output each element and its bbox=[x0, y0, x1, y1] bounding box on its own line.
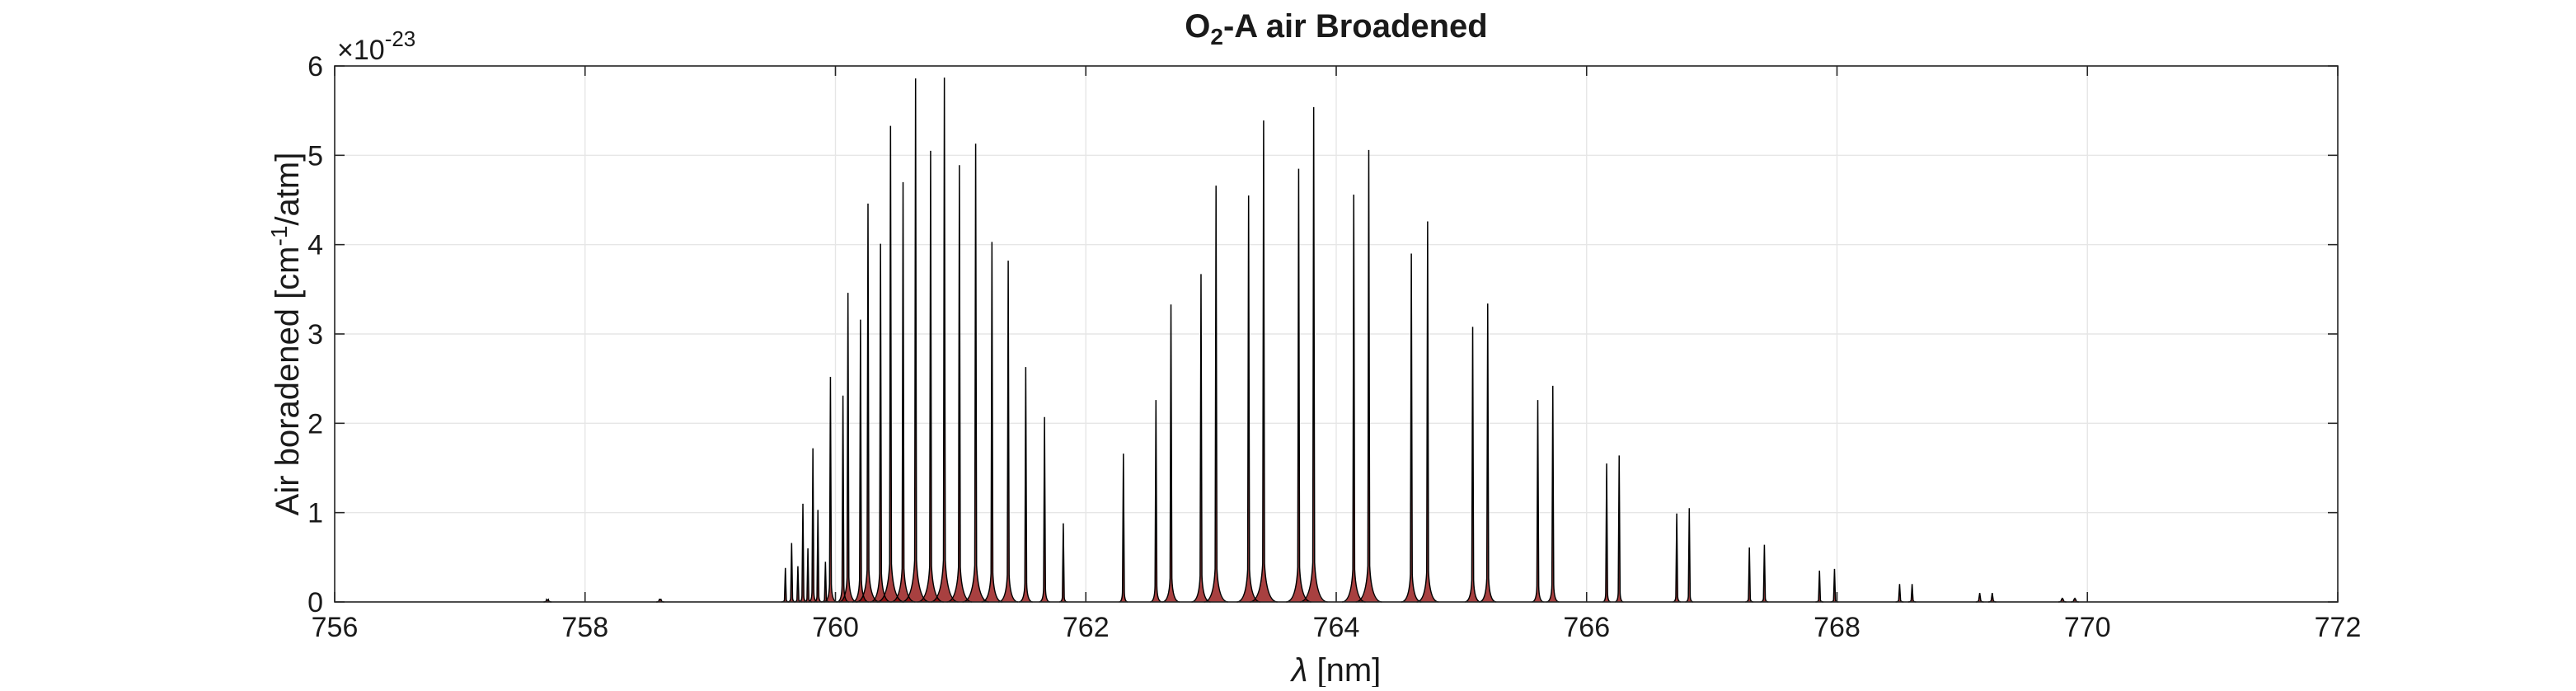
spectral-line bbox=[1685, 508, 1694, 603]
spectral-line bbox=[1039, 416, 1050, 603]
x-tick-label: 772 bbox=[2315, 612, 2362, 643]
spectral-line bbox=[1204, 186, 1228, 603]
y-tick-label: 6 bbox=[307, 51, 323, 82]
y-exponent-label: ×10-23 bbox=[337, 26, 415, 66]
y-tick-label: 3 bbox=[307, 319, 323, 350]
spectral-line bbox=[799, 503, 807, 603]
spectral-line bbox=[1191, 274, 1211, 603]
x-axis: 756 758 760 762 764 766 768 770 772 bbox=[312, 66, 2362, 643]
spectral-line bbox=[962, 143, 989, 603]
y-tick-label: 4 bbox=[307, 230, 323, 261]
title-main: O bbox=[1185, 8, 1210, 45]
x-tick-label: 770 bbox=[2064, 612, 2111, 643]
y-axis-label-main: Air boradened [cm bbox=[270, 246, 306, 515]
spectral-line bbox=[1236, 195, 1261, 603]
spectral-line bbox=[1416, 221, 1439, 603]
spectral-line bbox=[1401, 253, 1422, 603]
spectral-line bbox=[930, 78, 959, 603]
spectral-line bbox=[876, 125, 905, 603]
spectral-line bbox=[981, 242, 1003, 603]
spectral-line bbox=[1119, 454, 1128, 603]
spectral-line bbox=[1673, 513, 1682, 603]
spectral-line bbox=[1161, 304, 1180, 603]
spectral-line bbox=[1355, 149, 1382, 603]
spectral-line bbox=[838, 293, 857, 603]
x-tick-label: 766 bbox=[1563, 612, 1610, 643]
line-fill bbox=[2058, 598, 2067, 602]
x-tick-label: 756 bbox=[312, 612, 359, 643]
x-tick-label: 760 bbox=[812, 612, 859, 643]
title-subscript: 2 bbox=[1210, 24, 1223, 49]
spectral-line bbox=[1479, 303, 1497, 603]
spectral-line bbox=[1249, 120, 1278, 603]
spectral-line bbox=[1059, 523, 1067, 603]
spectral-line bbox=[946, 165, 973, 603]
spectral-line bbox=[837, 395, 849, 603]
spectral-lines bbox=[543, 78, 2079, 603]
x-tick-label: 764 bbox=[1313, 612, 1360, 643]
title-rest: -A air Broadened bbox=[1223, 8, 1488, 45]
spectral-line bbox=[901, 78, 930, 603]
spectral-line bbox=[1532, 400, 1544, 603]
y-exponent-base: ×10 bbox=[337, 35, 385, 66]
spectral-line bbox=[1018, 367, 1033, 603]
y-tick-label: 1 bbox=[307, 498, 323, 529]
chart-title: O2-A air Broadened bbox=[1185, 8, 1488, 49]
spectral-line bbox=[1341, 194, 1366, 603]
spectral-line bbox=[852, 319, 869, 603]
y-exponent-power: -23 bbox=[385, 26, 416, 51]
line-fill bbox=[1988, 593, 1997, 602]
spectral-line bbox=[998, 261, 1019, 603]
spectral-line bbox=[856, 203, 880, 603]
spectral-line bbox=[1614, 455, 1624, 603]
y-axis-label: Air boradened [cm-1/atm] bbox=[266, 153, 306, 516]
y-tick-label: 0 bbox=[307, 587, 323, 618]
line-fill bbox=[2071, 598, 2079, 602]
spectral-line bbox=[890, 181, 916, 603]
x-tick-label: 762 bbox=[1063, 612, 1110, 643]
x-tick-label: 768 bbox=[1814, 612, 1860, 643]
y-tick-label: 2 bbox=[307, 408, 323, 440]
line-fill bbox=[656, 599, 664, 602]
spectral-line bbox=[870, 243, 891, 603]
x-axis-label: λ [nm] bbox=[1290, 652, 1382, 687]
spectral-line bbox=[1546, 385, 1560, 603]
x-axis-unit: [nm] bbox=[1307, 652, 1381, 687]
spectral-line bbox=[917, 150, 944, 603]
x-tick-label: 758 bbox=[561, 612, 608, 643]
spectral-line bbox=[1464, 327, 1481, 603]
x-axis-symbol: λ bbox=[1290, 652, 1308, 687]
y-axis: 0 1 2 3 4 5 6 bbox=[307, 51, 2338, 618]
y-axis-label-superscript: -1 bbox=[266, 226, 292, 247]
y-axis-label-unit: /atm] bbox=[270, 153, 306, 226]
spectral-line bbox=[1150, 400, 1162, 603]
y-tick-label: 5 bbox=[307, 140, 323, 172]
spectral-line bbox=[1299, 106, 1328, 603]
line-fill bbox=[1976, 593, 1984, 602]
spectral-line bbox=[823, 376, 838, 603]
spectral-line bbox=[1602, 463, 1612, 603]
spectral-line bbox=[814, 510, 823, 603]
